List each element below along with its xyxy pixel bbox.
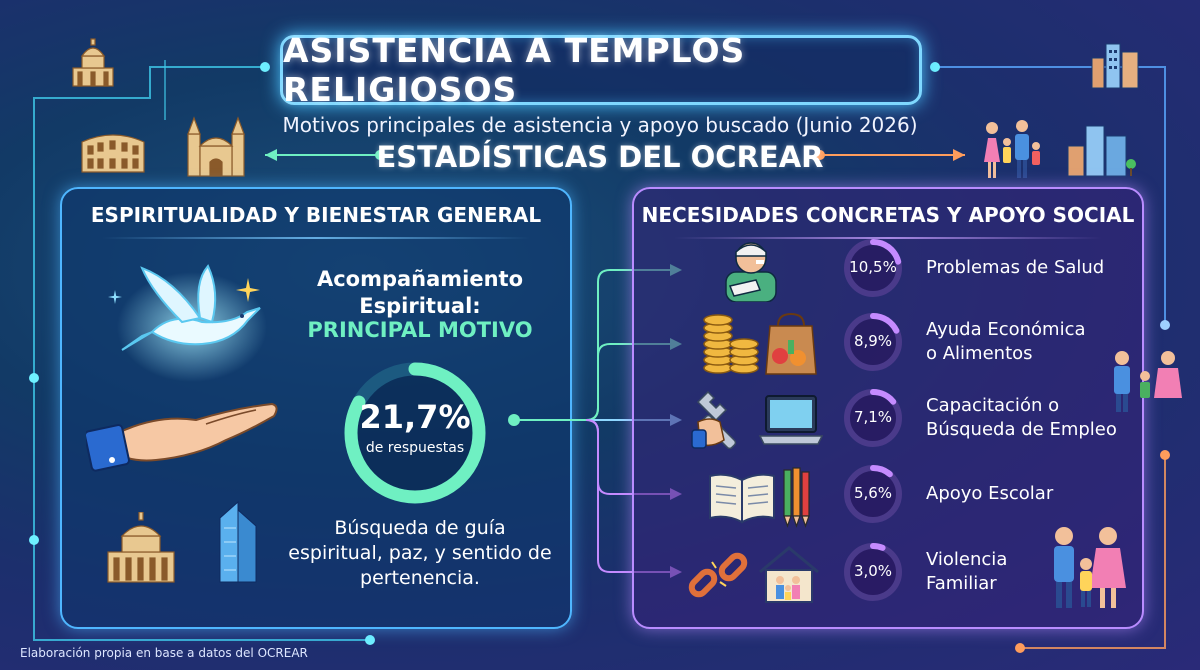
needs-value: 8,9% (853, 332, 893, 350)
house-family-icon (759, 546, 819, 603)
temple-icon (72, 38, 114, 87)
family-icon (1114, 351, 1182, 412)
needs-label-line: Familiar (926, 573, 997, 594)
needs-label: Ayuda Económica o Alimentos (926, 318, 1141, 366)
wrench-icon (691, 390, 737, 450)
needs-ring-arc (844, 239, 902, 297)
page-title: ASISTENCIA A TEMPLOS RELIGIOSOS (283, 31, 746, 109)
bandaged-person-icon (725, 242, 777, 302)
needs-ring (844, 313, 902, 371)
book-icon (709, 473, 775, 524)
skyscraper-icon (219, 500, 257, 583)
main-progress-ring (344, 362, 486, 504)
needs-label: Capacitación o Búsqueda de Empleo (926, 394, 1141, 442)
needs-label-line: Apoyo Escolar (926, 483, 1054, 504)
needs-ring (844, 239, 902, 297)
sparkle-icon (236, 278, 260, 302)
family-icon (984, 120, 1040, 178)
main-motive-label: Acompañamiento Espiritual: (316, 267, 524, 318)
social-support-panel-heading: NECESIDADES CONCRETAS Y APOYO SOCIAL (634, 203, 1142, 239)
needs-label-line: Problemas de Salud (926, 257, 1105, 278)
city-icon (1091, 43, 1139, 89)
cathedral-icon (187, 116, 245, 177)
title-box: ASISTENCIA A TEMPLOS RELIGIOSOS (280, 31, 922, 109)
pencils-icon (783, 467, 810, 528)
needs-label-line: Búsqueda de Empleo (926, 419, 1117, 440)
main-value: 21,7% (359, 398, 471, 436)
city-icon (1067, 125, 1136, 177)
sparkle-icon (108, 290, 122, 304)
main-value-sub: de respuestas (365, 440, 465, 456)
needs-ring-arc (844, 543, 902, 601)
needs-label: Problemas de Salud (926, 256, 1141, 280)
needs-value: 5,6% (853, 484, 893, 502)
needs-label-line: o Alimentos (926, 343, 1033, 364)
dove-icon (117, 264, 267, 382)
needs-ring (844, 543, 902, 601)
needs-ring-arc (844, 465, 902, 523)
coins-icon (703, 314, 759, 374)
needs-label-line: Capacitación o (926, 395, 1060, 416)
needs-label-line: Ayuda Económica (926, 319, 1086, 340)
source-note: Elaboración propia en base a datos del O… (20, 646, 308, 660)
needs-value: 3,0% (853, 562, 893, 580)
needs-value: 7,1% (853, 408, 893, 426)
needs-label: Apoyo Escolar (926, 482, 1141, 506)
colosseum-icon (81, 134, 145, 173)
hand-icon (86, 402, 278, 472)
main-motive-highlight: PRINCIPAL MOTIVO (307, 318, 533, 342)
subtitle: Motivos principales de asistencia y apoy… (282, 113, 918, 137)
main-motive-description: Búsqueda de guía espiritual, paz, y sent… (288, 517, 552, 589)
needs-ring (844, 465, 902, 523)
needs-value: 10,5% (849, 258, 897, 276)
main-progress-arc (344, 362, 486, 504)
laptop-icon (758, 395, 824, 445)
needs-label: Violencia Familiar (926, 548, 1141, 596)
needs-ring (844, 389, 902, 447)
source-title: ESTADÍSTICAS DEL OCREAR (376, 140, 824, 174)
broken-chain-icon (688, 552, 748, 598)
needs-ring-arc (844, 389, 902, 447)
needs-ring-arc (844, 313, 902, 371)
grocery-bag-icon (765, 312, 817, 375)
needs-label-line: Violencia (926, 549, 1008, 570)
family-icon (1054, 527, 1126, 608)
spirituality-panel-heading: ESPIRITUALIDAD Y BIENESTAR GENERAL (62, 203, 570, 239)
temple-icon (107, 512, 175, 583)
